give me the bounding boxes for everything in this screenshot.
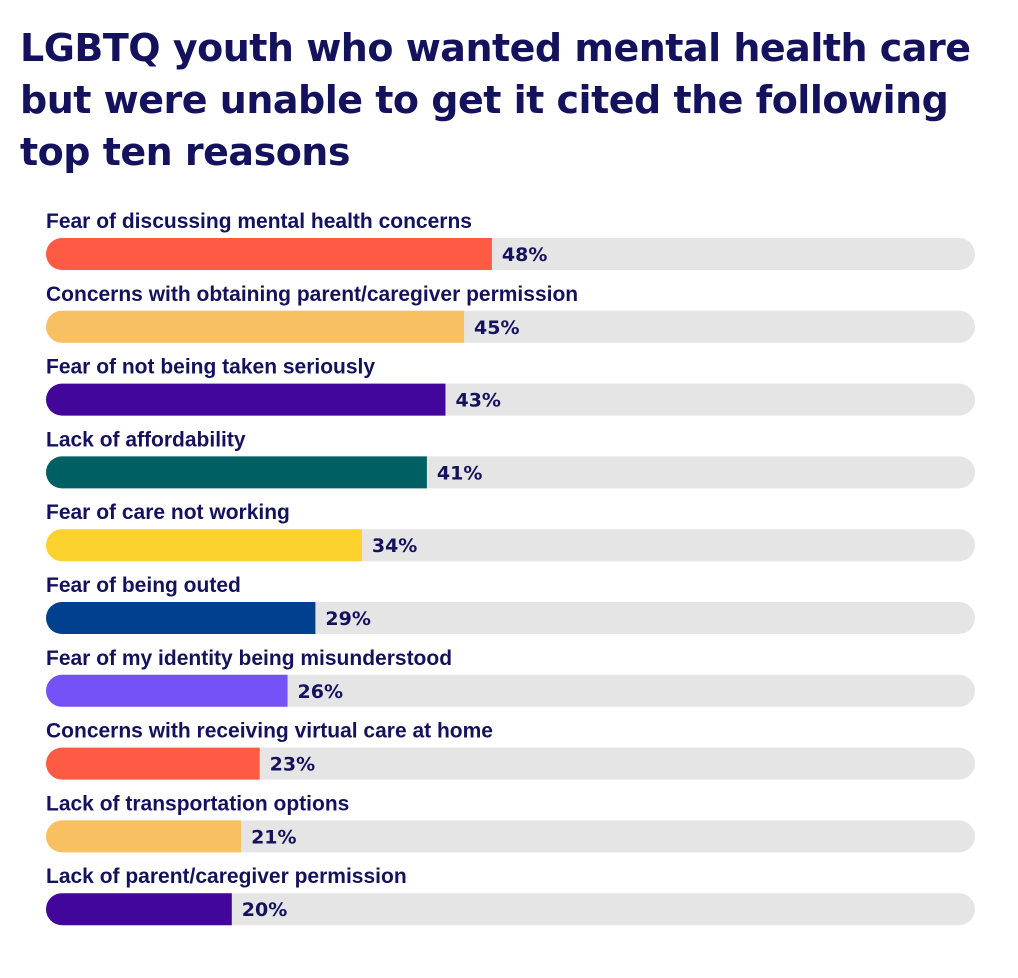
value-label: 45% — [474, 317, 519, 339]
bar-row: Fear of not being taken seriously 43% — [46, 356, 975, 416]
value-label: 21% — [251, 826, 296, 848]
value-label: 20% — [242, 899, 287, 921]
bar — [46, 310, 465, 343]
value-label: 23% — [270, 754, 315, 776]
bar — [46, 820, 242, 853]
bar-row: Lack of affordability 41% — [46, 428, 975, 489]
bar-row: Lack of parent/caregiver permission 20% — [46, 865, 975, 926]
category-label: Fear of discussing mental health concern… — [46, 210, 472, 233]
value-label: 43% — [455, 390, 500, 412]
value-label: 41% — [437, 462, 482, 484]
category-label: Fear of being outed — [46, 574, 241, 597]
bar-track — [46, 820, 975, 853]
bar-row: Concerns with obtaining parent/caregiver… — [46, 283, 975, 343]
category-label: Concerns with receiving virtual care at … — [46, 720, 493, 743]
bar — [46, 893, 232, 926]
bar-track — [46, 747, 975, 780]
category-label: Fear of care not working — [46, 501, 290, 524]
category-label: Fear of not being taken seriously — [46, 356, 375, 379]
bar-row: Fear of my identity being misunderstood 2… — [46, 647, 975, 707]
bar — [46, 747, 260, 780]
bar-row: Concerns with receiving virtual care at … — [46, 720, 975, 780]
bar-row: Fear of discussing mental health concern… — [46, 210, 975, 270]
bar — [46, 456, 427, 489]
bar-row: Lack of transportation options 21% — [46, 792, 975, 853]
bar-track — [46, 893, 975, 926]
value-label: 48% — [502, 244, 547, 266]
value-label: 29% — [325, 608, 370, 630]
category-label: Concerns with obtaining parent/caregiver… — [46, 283, 578, 306]
bar — [46, 383, 446, 416]
category-label: Lack of parent/caregiver permission — [46, 865, 407, 888]
bar — [46, 529, 362, 562]
bar — [46, 674, 288, 707]
bar — [46, 602, 316, 634]
bar — [46, 238, 492, 270]
bar-row: Fear of being outed 29% — [46, 574, 975, 634]
category-label: Fear of my identity being misunderstood — [46, 647, 452, 670]
chart-title: LGBTQ youth who wanted mental health car… — [20, 26, 971, 174]
category-label: Lack of transportation options — [46, 792, 349, 815]
value-label: 26% — [298, 681, 343, 703]
bar-row: Fear of care not working 34% — [46, 501, 975, 562]
value-label: 34% — [372, 535, 417, 557]
category-label: Lack of affordability — [46, 428, 246, 451]
